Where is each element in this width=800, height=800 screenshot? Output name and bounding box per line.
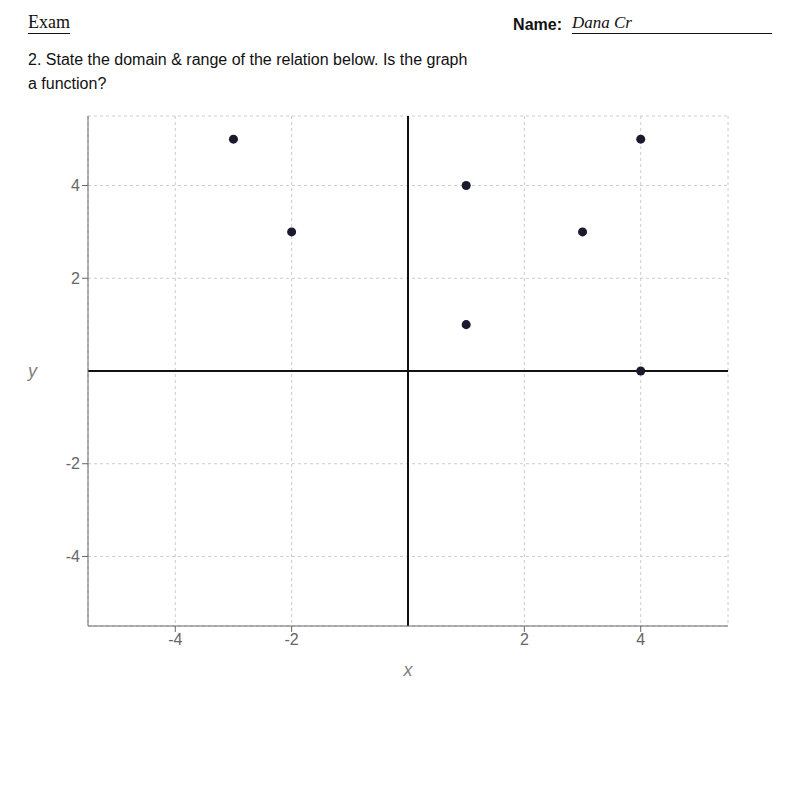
- svg-text:y: y: [26, 361, 38, 381]
- html-text:Dana Cr: Dana Cr: [572, 13, 632, 32]
- svg-text:2: 2: [520, 631, 529, 648]
- svg-text:-2: -2: [285, 631, 299, 648]
- html-text:Name:: Name:: [513, 16, 562, 33]
- svg-text:4: 4: [71, 177, 80, 194]
- svg-text:-2: -2: [66, 455, 80, 472]
- svg-text:-4: -4: [168, 631, 182, 648]
- svg-text:-4: -4: [66, 548, 80, 565]
- html-text:Exam: Exam: [28, 12, 70, 32]
- svg-text:2: 2: [71, 270, 80, 287]
- html-text:2. State the domain & range of: 2. State the domain & range of the relat…: [28, 51, 468, 92]
- svg-text:4: 4: [636, 631, 645, 648]
- svg-text:x: x: [403, 660, 414, 680]
